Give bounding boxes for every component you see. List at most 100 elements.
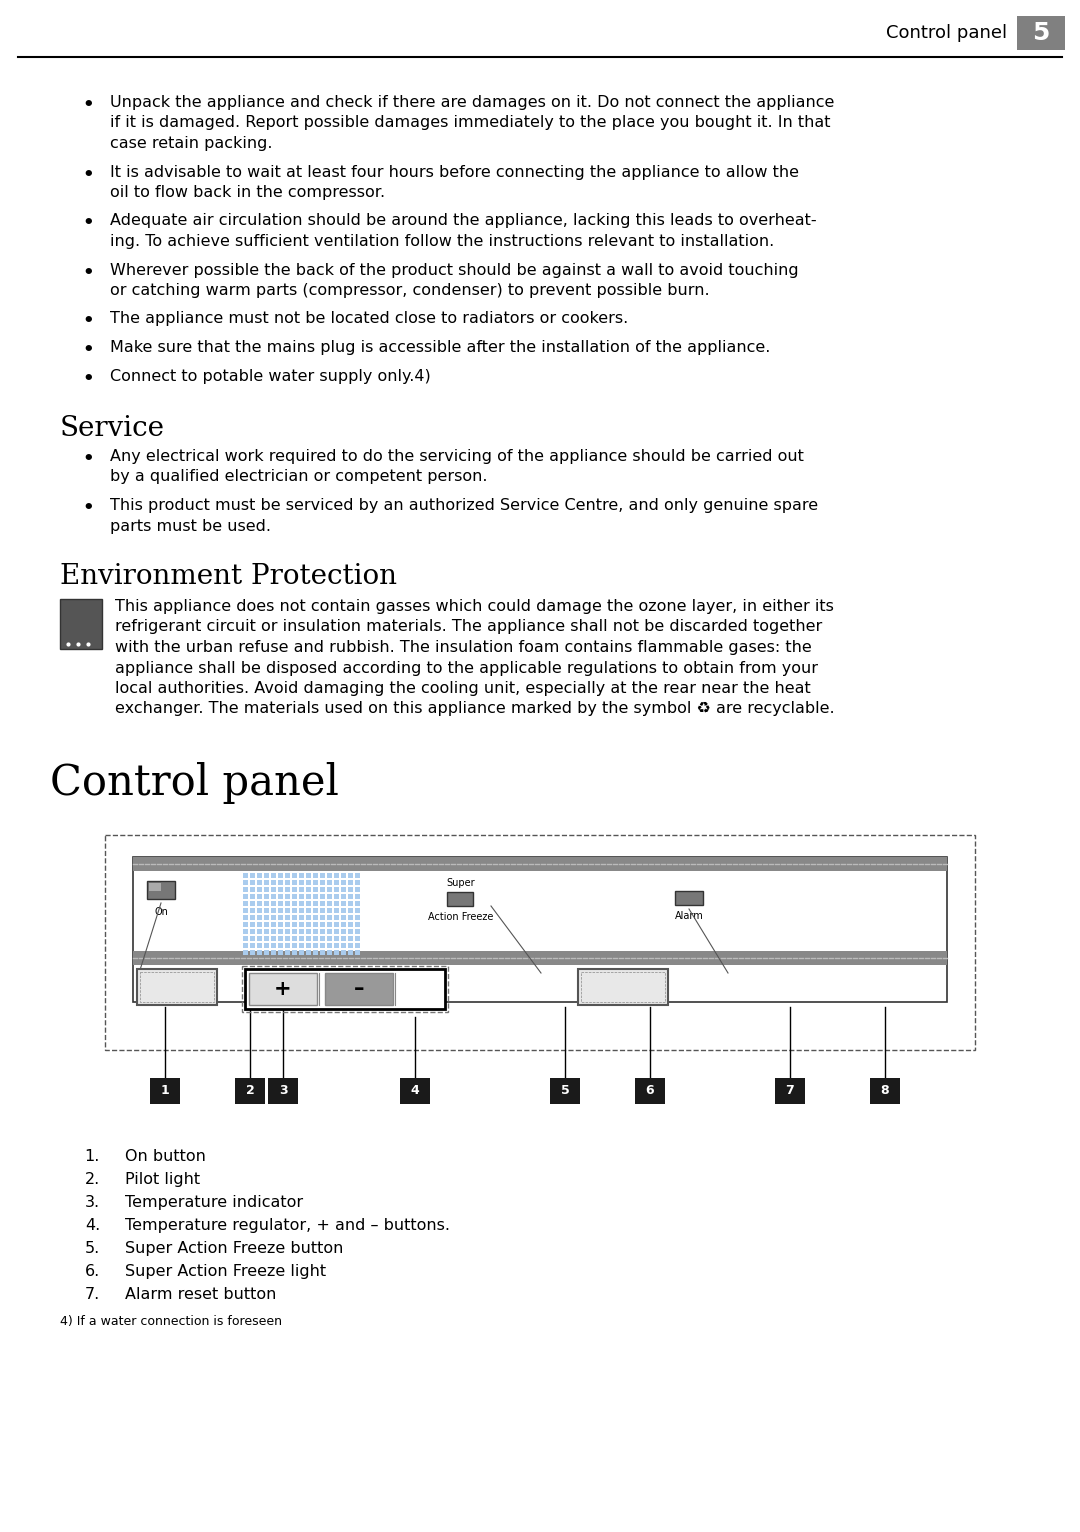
Bar (271, 936, 276, 941)
Bar (140, 971, 214, 1002)
Text: +: + (274, 979, 292, 999)
Bar (243, 922, 248, 927)
Text: •: • (82, 165, 94, 184)
Bar (249, 887, 255, 892)
Bar (306, 922, 311, 927)
Bar (327, 950, 332, 954)
Bar (243, 887, 248, 892)
Bar (355, 895, 360, 899)
Text: 7: 7 (785, 1085, 795, 1097)
Bar (313, 873, 318, 878)
Text: •: • (82, 97, 94, 113)
Bar (299, 901, 303, 905)
Bar (268, 1079, 298, 1105)
Bar (271, 922, 276, 927)
Bar (355, 936, 360, 941)
Bar (355, 950, 360, 954)
Bar (249, 950, 255, 954)
Bar (243, 895, 248, 899)
Bar (327, 936, 332, 941)
Bar (137, 970, 217, 1005)
Bar (264, 873, 269, 878)
Text: 5: 5 (1032, 21, 1050, 44)
Bar (313, 895, 318, 899)
Bar (243, 936, 248, 941)
Bar (325, 973, 393, 1005)
Bar (341, 887, 346, 892)
Text: ing. To achieve sufficient ventilation follow the instructions relevant to insta: ing. To achieve sufficient ventilation f… (110, 234, 774, 250)
Bar (292, 915, 297, 921)
Bar (285, 922, 291, 927)
Bar (278, 887, 283, 892)
Bar (242, 967, 448, 1013)
Bar (299, 908, 303, 913)
Bar (355, 928, 360, 935)
Bar (306, 908, 311, 913)
Bar (327, 908, 332, 913)
Text: 6: 6 (646, 1085, 654, 1097)
Text: •: • (82, 499, 94, 516)
Bar (285, 950, 291, 954)
Bar (292, 887, 297, 892)
Bar (278, 901, 283, 905)
Bar (285, 879, 291, 885)
Bar (292, 873, 297, 878)
Bar (271, 901, 276, 905)
Text: 3.: 3. (85, 1195, 100, 1210)
Bar (348, 908, 353, 913)
Bar (257, 928, 262, 935)
Bar (271, 908, 276, 913)
Bar (327, 901, 332, 905)
Bar (292, 879, 297, 885)
Bar (299, 879, 303, 885)
Text: 1.: 1. (84, 1149, 100, 1164)
Bar (243, 901, 248, 905)
Bar (306, 936, 311, 941)
Bar (243, 928, 248, 935)
Bar (320, 901, 325, 905)
Bar (355, 922, 360, 927)
Bar (264, 908, 269, 913)
Bar (341, 879, 346, 885)
Text: refrigerant circuit or insulation materials. The appliance shall not be discarde: refrigerant circuit or insulation materi… (114, 619, 822, 634)
Bar (278, 915, 283, 921)
Bar (334, 887, 339, 892)
Text: Any electrical work required to do the servicing of the appliance should be carr: Any electrical work required to do the s… (110, 449, 804, 464)
Text: •: • (82, 264, 94, 282)
Bar (243, 944, 248, 948)
Text: Make sure that the mains plug is accessible after the installation of the applia: Make sure that the mains plug is accessi… (110, 340, 770, 355)
Bar (348, 879, 353, 885)
Bar (285, 944, 291, 948)
Text: •: • (82, 313, 94, 331)
Bar (334, 908, 339, 913)
Text: Temperature indicator: Temperature indicator (125, 1195, 303, 1210)
Bar (334, 901, 339, 905)
Bar (264, 950, 269, 954)
Bar (264, 895, 269, 899)
Bar (306, 901, 311, 905)
Bar (257, 944, 262, 948)
Bar (355, 944, 360, 948)
Bar (320, 887, 325, 892)
Text: appliance shall be disposed according to the applicable regulations to obtain fr: appliance shall be disposed according to… (114, 660, 818, 676)
Bar (299, 873, 303, 878)
Bar (243, 873, 248, 878)
Bar (271, 879, 276, 885)
Text: local authorities. Avoid damaging the cooling unit, especially at the rear near : local authorities. Avoid damaging the co… (114, 682, 811, 696)
Bar (257, 895, 262, 899)
Bar (320, 895, 325, 899)
Bar (320, 873, 325, 878)
Bar (264, 879, 269, 885)
Bar (257, 879, 262, 885)
Bar (243, 879, 248, 885)
Bar (341, 922, 346, 927)
Bar (334, 928, 339, 935)
Bar (249, 922, 255, 927)
Bar (292, 922, 297, 927)
Bar (257, 908, 262, 913)
Bar (313, 950, 318, 954)
Bar (249, 915, 255, 921)
Bar (133, 856, 947, 872)
Bar (60, 599, 102, 650)
Bar (150, 1079, 180, 1105)
